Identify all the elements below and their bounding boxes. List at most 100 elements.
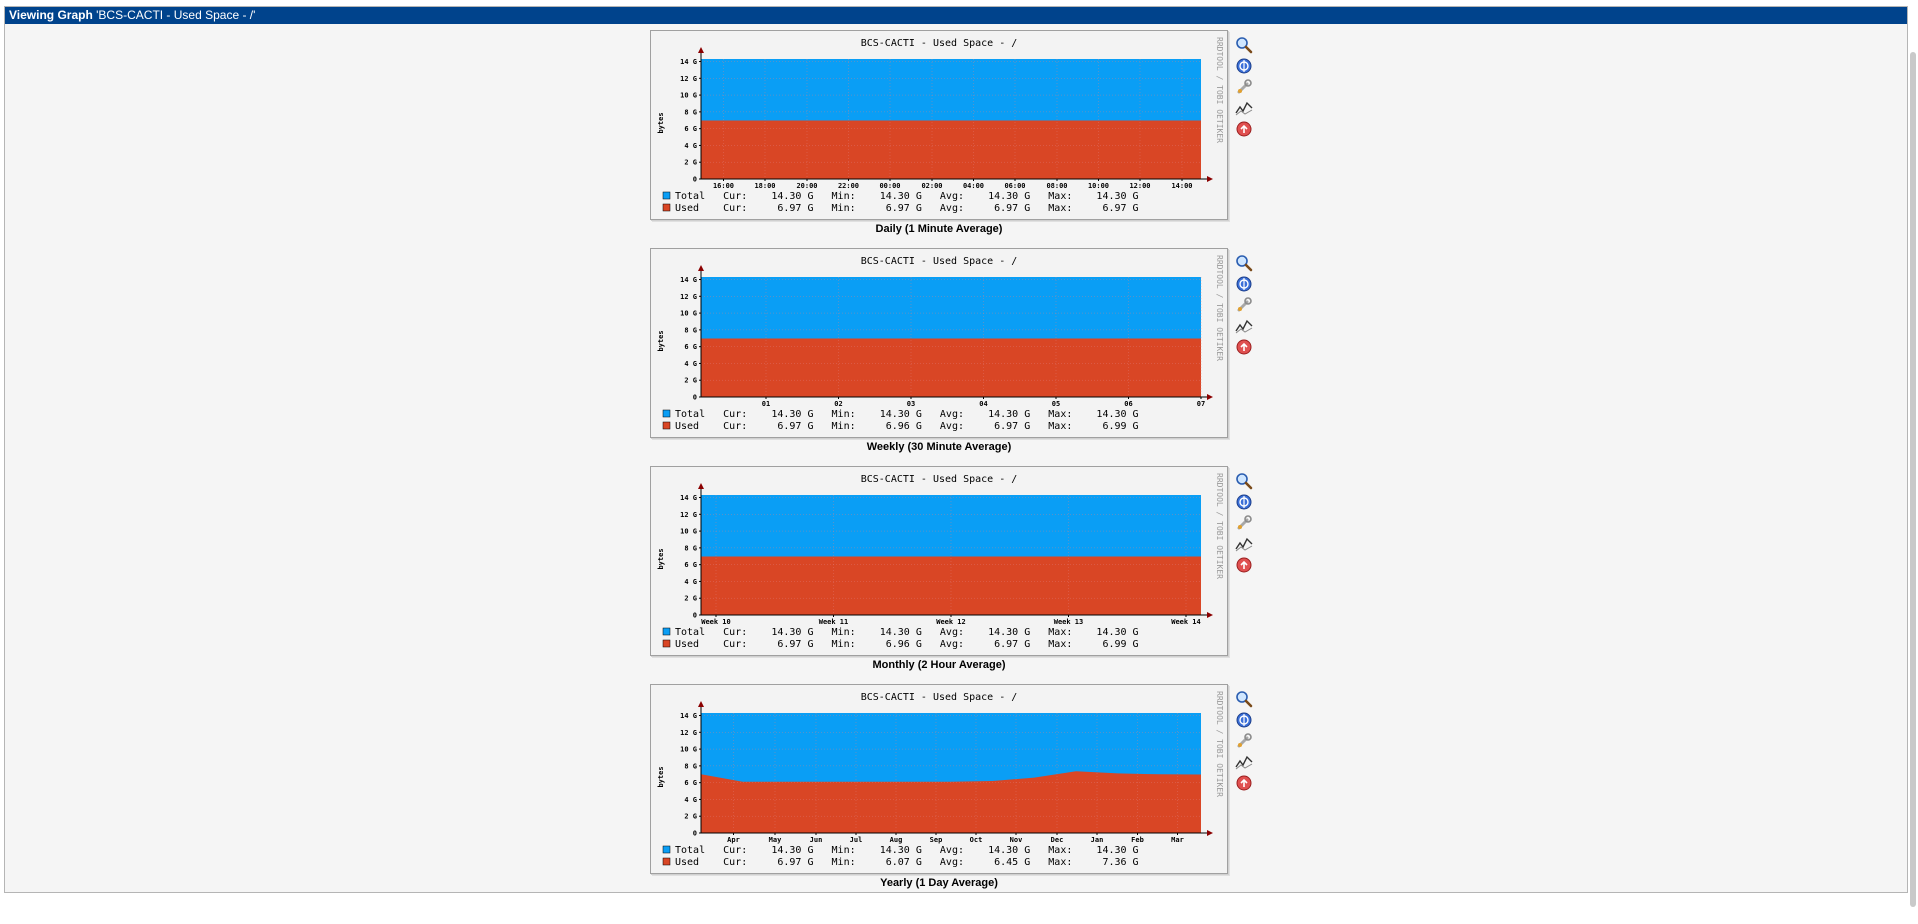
x-tick-label: 22:00 (838, 182, 859, 190)
y-tick-label: 0 (693, 830, 697, 838)
legend-swatch-total (662, 191, 671, 200)
rrdtool-credit: RRDTOOL / TOBI OETIKER (1215, 37, 1224, 143)
y-tick-label: 14 G (680, 712, 697, 720)
graph-image-weekly[interactable]: BCS-CACTI - Used Space - / RRDTOOL / TOBI… (650, 248, 1228, 438)
x-tick-label: Oct (970, 836, 983, 844)
x-tick-label: 03 (907, 400, 915, 408)
y-axis-label: bytes (657, 766, 665, 787)
graph-actions (1235, 36, 1257, 141)
y-tick-label: 2 G (684, 813, 697, 821)
data-source-icon[interactable] (1235, 535, 1253, 553)
series-area-used (701, 338, 1201, 397)
x-tick-label: Sep (930, 836, 943, 844)
zoom-icon[interactable] (1235, 472, 1253, 490)
title-prefix: Viewing Graph (9, 8, 93, 22)
delete-icon[interactable] (1235, 556, 1253, 574)
y-tick-label: 6 G (684, 125, 697, 133)
graph-image-daily[interactable]: BCS-CACTI - Used Space - / RRDTOOL / TOBI… (650, 30, 1228, 220)
graph-caption: Weekly (30 Minute Average) (866, 441, 1012, 453)
legend-used: Used Cur: 6.97 G Min: 6.07 G Avg: 6.45 G… (675, 857, 1139, 868)
y-tick-label: 0 (693, 176, 697, 184)
x-axis-arrow (1207, 176, 1213, 182)
series-area-used (701, 120, 1201, 179)
y-tick-label: 4 G (684, 360, 697, 368)
y-tick-label: 0 (693, 612, 697, 620)
graph-title: BCS-CACTI - Used Space - / (861, 256, 1018, 267)
delete-icon[interactable] (1235, 120, 1253, 138)
x-tick-label: 00:00 (879, 182, 900, 190)
properties-icon[interactable] (1235, 275, 1253, 293)
zoom-icon[interactable] (1235, 690, 1253, 708)
x-tick-label: 07 (1197, 400, 1205, 408)
zoom-icon[interactable] (1235, 254, 1253, 272)
rrdtool-credit: RRDTOOL / TOBI OETIKER (1215, 473, 1224, 579)
x-tick-label: Week 13 (1054, 618, 1084, 626)
x-tick-label: Jan (1091, 836, 1104, 844)
x-tick-label: 08:00 (1046, 182, 1067, 190)
data-source-icon[interactable] (1235, 317, 1253, 335)
page-title-bar: Viewing Graph 'BCS-CACTI - Used Space - … (5, 7, 1907, 24)
y-axis-arrow (698, 47, 704, 53)
properties-icon[interactable] (1235, 711, 1253, 729)
zoom-icon[interactable] (1235, 36, 1253, 54)
legend-used: Used Cur: 6.97 G Min: 6.96 G Avg: 6.97 G… (675, 421, 1139, 432)
graph-actions (1235, 472, 1257, 577)
legend-total: Total Cur: 14.30 G Min: 14.30 G Avg: 14.… (675, 191, 1139, 202)
x-tick-label: Aug (890, 836, 903, 844)
x-tick-label: 06 (1124, 400, 1132, 408)
legend-swatch-total (662, 409, 671, 418)
y-tick-label: 4 G (684, 796, 697, 804)
x-tick-label: 04 (979, 400, 987, 408)
graph-svg-weekly: BCS-CACTI - Used Space - / RRDTOOL / TOBI… (657, 255, 1224, 432)
legend-swatch-used (662, 203, 671, 212)
x-tick-label: 12:00 (1129, 182, 1150, 190)
graph-image-yearly[interactable]: BCS-CACTI - Used Space - / RRDTOOL / TOBI… (650, 684, 1228, 874)
legend-total: Total Cur: 14.30 G Min: 14.30 G Avg: 14.… (675, 845, 1139, 856)
x-axis-arrow (1207, 394, 1213, 400)
data-source-icon[interactable] (1235, 753, 1253, 771)
y-axis-label: bytes (657, 112, 665, 133)
scrollbar-thumb[interactable] (1910, 52, 1916, 907)
y-tick-label: 10 G (680, 746, 697, 754)
x-axis-arrow (1207, 612, 1213, 618)
x-axis-arrow (1207, 830, 1213, 836)
legend-used: Used Cur: 6.97 G Min: 6.97 G Avg: 6.97 G… (675, 203, 1139, 214)
graph-svg-daily: BCS-CACTI - Used Space - / RRDTOOL / TOBI… (657, 37, 1224, 214)
x-tick-label: 16:00 (713, 182, 734, 190)
y-tick-label: 4 G (684, 142, 697, 150)
properties-icon[interactable] (1235, 57, 1253, 75)
series-area-used (701, 771, 1201, 833)
x-tick-label: Apr (727, 836, 740, 844)
x-tick-label: 05 (1052, 400, 1060, 408)
graph-caption: Daily (1 Minute Average) (875, 223, 1003, 235)
edit-wrench-icon[interactable] (1235, 78, 1253, 96)
edit-wrench-icon[interactable] (1235, 296, 1253, 314)
data-source-icon[interactable] (1235, 99, 1253, 117)
legend-used: Used Cur: 6.97 G Min: 6.96 G Avg: 6.97 G… (675, 639, 1139, 650)
x-tick-label: 20:00 (796, 182, 817, 190)
legend-swatch-used (662, 639, 671, 648)
y-axis-arrow (698, 265, 704, 271)
x-tick-label: 14:00 (1171, 182, 1192, 190)
graph-caption: Monthly (2 Hour Average) (872, 659, 1006, 671)
x-tick-label: Dec (1051, 836, 1064, 844)
graph-actions (1235, 254, 1257, 359)
y-tick-label: 8 G (684, 108, 697, 116)
edit-wrench-icon[interactable] (1235, 514, 1253, 532)
y-tick-label: 14 G (680, 58, 697, 66)
graph-image-monthly[interactable]: BCS-CACTI - Used Space - / RRDTOOL / TOBI… (650, 466, 1228, 656)
y-tick-label: 4 G (684, 578, 697, 586)
y-tick-label: 2 G (684, 159, 697, 167)
y-tick-label: 2 G (684, 377, 697, 385)
x-tick-label: 18:00 (754, 182, 775, 190)
graph-title: BCS-CACTI - Used Space - / (861, 474, 1018, 485)
y-axis-arrow (698, 701, 704, 707)
y-tick-label: 14 G (680, 276, 697, 284)
delete-icon[interactable] (1235, 338, 1253, 356)
y-tick-label: 12 G (680, 75, 697, 83)
y-tick-label: 8 G (684, 544, 697, 552)
properties-icon[interactable] (1235, 493, 1253, 511)
delete-icon[interactable] (1235, 774, 1253, 792)
y-tick-label: 8 G (684, 326, 697, 334)
edit-wrench-icon[interactable] (1235, 732, 1253, 750)
